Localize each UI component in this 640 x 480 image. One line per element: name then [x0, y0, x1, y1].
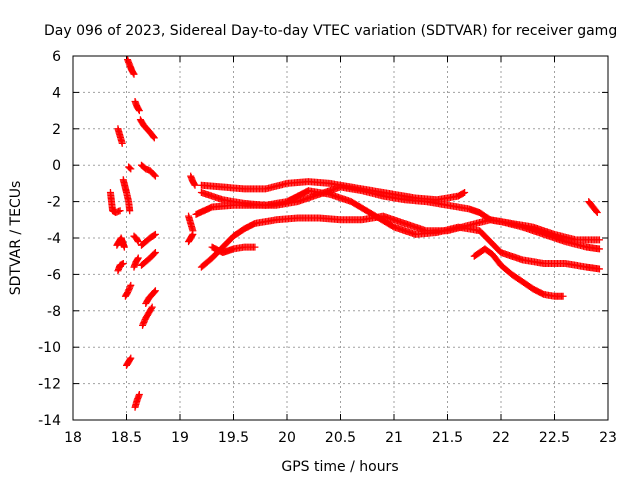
data-series-track-t — [187, 172, 199, 189]
data-series-track-s — [142, 287, 159, 308]
data-series-track-aa — [208, 243, 259, 257]
axis-ticks: 18 18.5 19 19.5 20 20.5 21 21.5 22 22.5 23-14-12-1… — [38, 49, 617, 446]
y-tick-label: -4 — [47, 231, 61, 247]
data-series-track-j — [131, 98, 143, 115]
data-series-track-m — [131, 391, 143, 411]
data-series-track-h — [123, 354, 135, 369]
y-axis-title: SDTVAR / TECUs — [8, 181, 24, 296]
y-tick-label: 2 — [52, 122, 61, 138]
chart-title: Day 096 of 2023, Sidereal Day-to-day VTE… — [44, 23, 617, 39]
data-series-track-v — [185, 230, 197, 246]
data-series-track-l — [130, 254, 142, 271]
x-tick-label: 18 — [64, 430, 82, 446]
data-series-track-u — [185, 212, 197, 235]
x-tick-label: 19 — [171, 430, 189, 446]
data-series-track-z — [197, 187, 603, 273]
y-tick-label: -2 — [47, 195, 61, 211]
y-tick-label: 6 — [52, 49, 61, 65]
x-tick-label: 23 — [599, 430, 617, 446]
data-series-track-ab — [470, 245, 567, 300]
data-series-track-g — [125, 163, 135, 173]
x-tick-label: 20.5 — [325, 430, 356, 446]
y-tick-label: -10 — [38, 340, 61, 356]
data-series-track-d — [114, 259, 127, 275]
data-series-track-f — [121, 281, 135, 300]
data-series-track-c — [113, 234, 128, 251]
x-tick-label: 21.5 — [432, 430, 463, 446]
data-series-track-a — [106, 189, 124, 217]
y-tick-label: -14 — [38, 413, 61, 429]
data-series-track-b — [114, 125, 126, 147]
y-tick-label: -8 — [47, 304, 61, 320]
y-tick-label: 0 — [52, 158, 61, 174]
data-series-track-o — [137, 161, 159, 180]
y-tick-label: 4 — [52, 85, 61, 101]
x-axis-title: GPS time / hours — [281, 459, 398, 475]
data-series-track-e — [119, 176, 134, 215]
y-tick-label: -6 — [47, 267, 61, 283]
data-points — [106, 56, 603, 411]
data-series-track-r — [139, 303, 156, 329]
x-tick-label: 19.5 — [218, 430, 249, 446]
data-series-track-i — [124, 56, 138, 78]
x-tick-label: 18.5 — [111, 430, 142, 446]
x-tick-label: 22 — [492, 430, 510, 446]
data-series-track-q — [137, 249, 159, 269]
x-tick-label: 21 — [385, 430, 403, 446]
data-series-track-k — [130, 232, 142, 246]
x-tick-label: 20 — [278, 430, 296, 446]
y-tick-label: -12 — [38, 377, 61, 393]
data-series-track-p — [137, 230, 159, 249]
data-series-track-n — [136, 116, 158, 142]
plot-frame — [72, 55, 609, 421]
grid — [73, 56, 608, 420]
data-series-track-ac — [585, 198, 601, 217]
x-tick-label: 22.5 — [539, 430, 570, 446]
